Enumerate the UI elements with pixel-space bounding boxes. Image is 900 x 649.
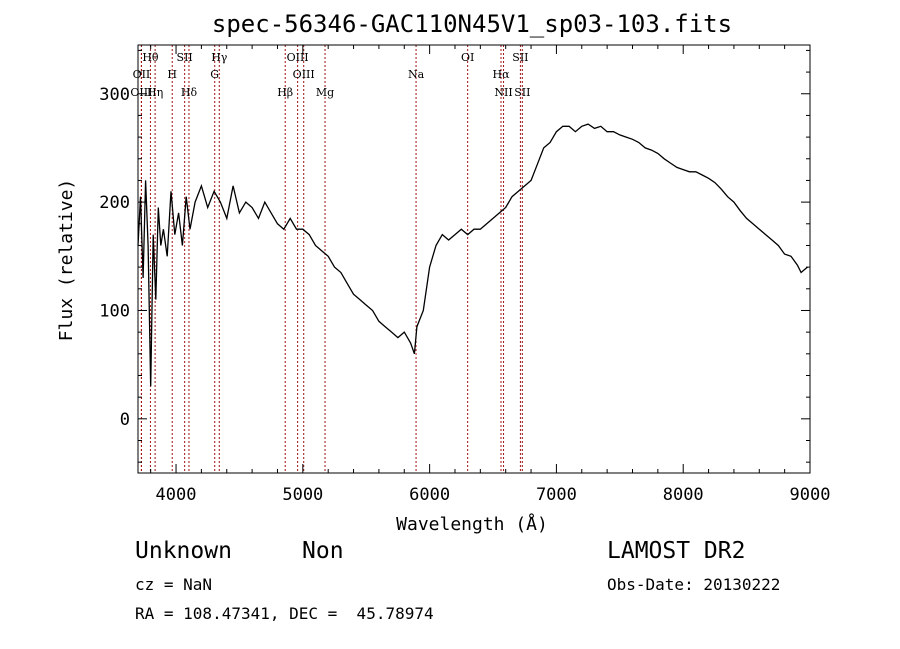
- marker-label-8: G: [210, 68, 219, 81]
- marker-label-13: Na: [408, 68, 425, 81]
- coordinates-readout: RA = 108.47341, DEC = 45.78974: [135, 604, 434, 623]
- y-axis-label: Flux (relative): [56, 179, 77, 342]
- marker-label-5: SII: [177, 51, 193, 64]
- marker-label-4: H: [167, 68, 177, 81]
- y-tick-label-2: 200: [99, 193, 130, 213]
- marker-label-6: Hδ: [181, 86, 198, 99]
- spectrum-line: [137, 123, 808, 387]
- y-tick-label-3: 300: [99, 85, 130, 105]
- marker-label-12: Mg: [316, 86, 334, 99]
- x-tick-label-2: 6000: [409, 485, 450, 505]
- survey-name: LAMOST DR2: [607, 538, 746, 564]
- marker-label-18: SII: [514, 86, 530, 99]
- x-tick-label-1: 5000: [282, 485, 323, 505]
- x-tick-label-5: 9000: [790, 485, 831, 505]
- chart-title: spec-56346-GAC110N45V1_sp03-103.fits: [212, 10, 732, 38]
- marker-label-7: Hγ: [211, 51, 228, 64]
- x-axis-label: Wavelength (Å): [396, 513, 548, 535]
- spectral-class: Unknown: [135, 538, 232, 564]
- marker-label-0: Hθ: [142, 51, 159, 64]
- x-axis: 4000 5000 6000 7000 8000 9000: [150, 45, 831, 505]
- marker-label-3: Hη: [147, 86, 163, 99]
- x-tick-label-3: 7000: [536, 485, 577, 505]
- plot-frame: [137, 44, 811, 474]
- marker-label-2: OIII: [130, 86, 152, 99]
- y-axis: 0 100 200 300: [99, 49, 810, 463]
- spectral-subclass: Non: [302, 538, 344, 564]
- x-tick-label-0: 4000: [156, 485, 197, 505]
- marker-label-1: OII: [133, 68, 151, 81]
- marker-label-15: Hα: [492, 68, 510, 81]
- marker-label-11: Hβ: [277, 86, 293, 99]
- y-tick-label-0: 0: [120, 410, 130, 430]
- marker-label-9: OIII: [287, 51, 309, 64]
- x-tick-label-4: 8000: [663, 485, 704, 505]
- emission-line-markers: [140, 45, 523, 473]
- observation-date: Obs-Date: 20130222: [607, 575, 781, 594]
- marker-label-16: NII: [494, 86, 512, 99]
- redshift-readout: cz = NaN: [135, 575, 213, 594]
- marker-label-14: OI: [461, 51, 474, 64]
- marker-label-17: SII: [512, 51, 528, 64]
- marker-label-10: OIII: [293, 68, 315, 81]
- y-tick-label-1: 100: [99, 301, 130, 321]
